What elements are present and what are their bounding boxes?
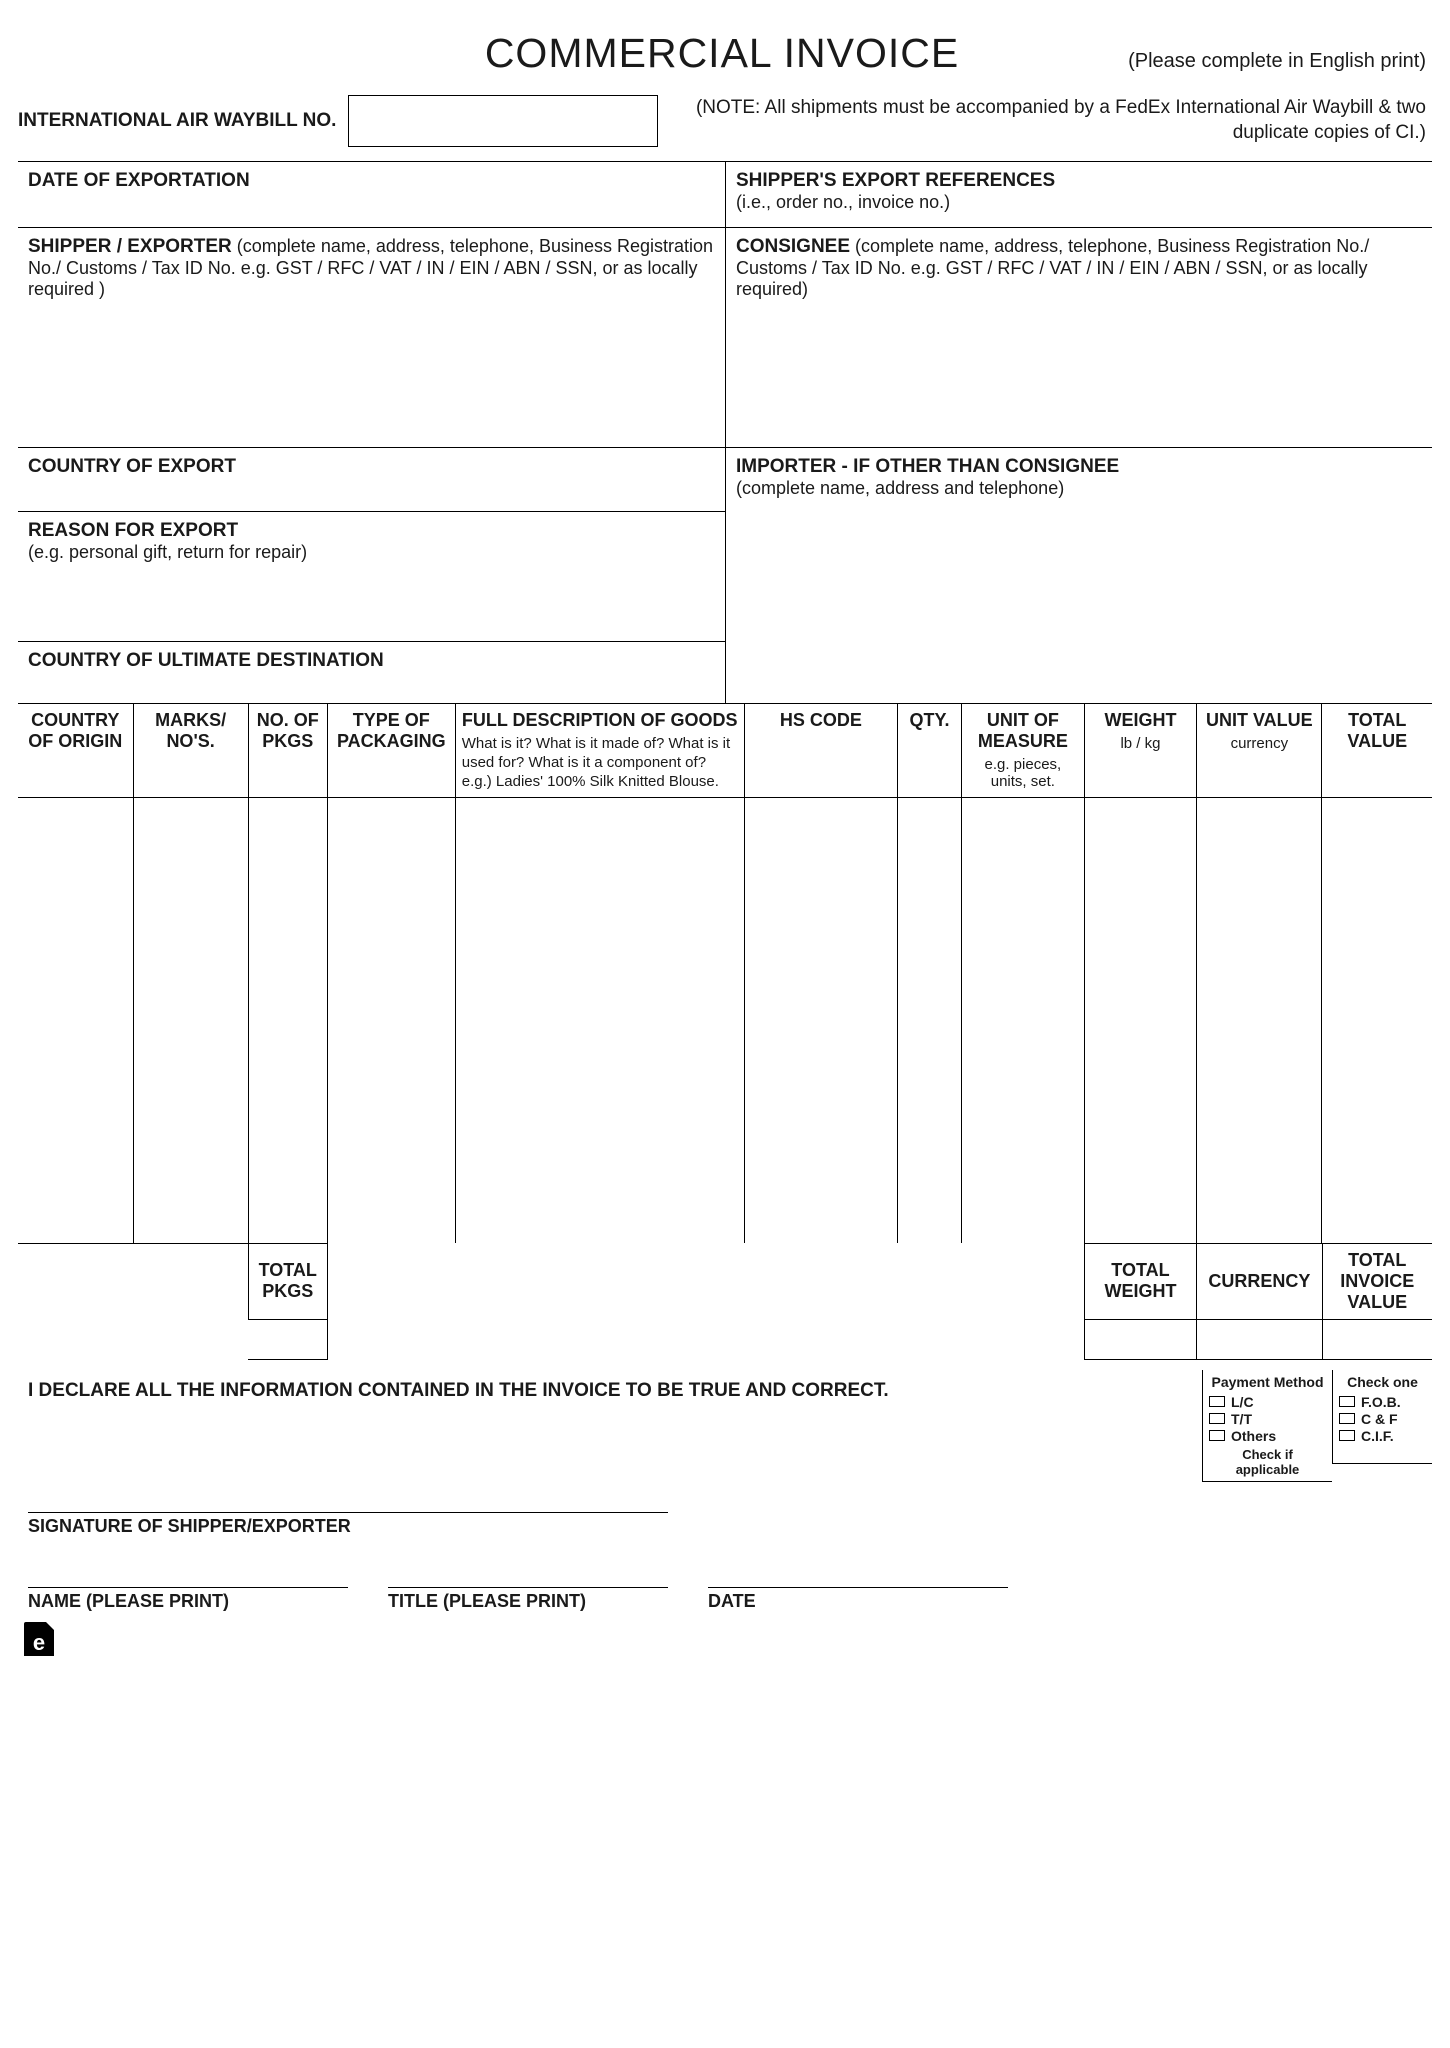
consignee-cell[interactable]: CONSIGNEE (complete name, address, telep… [725,227,1432,447]
consignee-label: CONSIGNEE [736,236,850,257]
country-export-label: COUNTRY OF EXPORT [28,456,236,477]
signature-line[interactable] [28,1512,668,1513]
payment-option-label: T/T [1231,1411,1252,1427]
reason-export-label: REASON FOR EXPORT [28,520,238,541]
totals-label-row: TOTAL PKGS TOTAL WEIGHT CURRENCY TOTAL I… [18,1243,1432,1319]
title-row: COMMERCIAL INVOICE (Please complete in E… [18,30,1432,77]
item-cell[interactable] [1084,798,1197,1243]
form-grid: DATE OF EXPORTATION SHIPPER'S EXPORT REF… [18,161,1432,703]
item-cell[interactable] [1322,798,1432,1243]
importer-sub: (complete name, address and telephone) [736,478,1064,498]
eforms-logo-icon: e [24,1622,54,1656]
title-label: TITLE (PLEASE PRINT) [388,1591,668,1612]
items-header-row: COUNTRY OF ORIGINMARKS/ NO'S.NO. OF PKGS… [18,704,1432,798]
checkbox-icon[interactable] [1339,1413,1355,1424]
shipper-label: SHIPPER / EXPORTER [28,236,232,257]
checkbox-icon[interactable] [1339,1430,1355,1441]
item-cell[interactable] [1197,798,1322,1243]
payment-option-label: Others [1231,1428,1276,1444]
item-cell[interactable] [744,798,897,1243]
name-label: NAME (PLEASE PRINT) [28,1591,348,1612]
payment-option[interactable]: Others [1209,1428,1326,1444]
payment-method-box: Payment Method L/CT/TOthers Check if app… [1202,1370,1332,1482]
currency-label: CURRENCY [1197,1243,1322,1319]
col-header: UNIT VALUEcurrency [1197,704,1322,798]
item-cell[interactable] [961,798,1084,1243]
item-cell[interactable] [327,798,455,1243]
terms-title: Check one [1339,1374,1426,1390]
waybill-label: INTERNATIONAL AIR WAYBILL NO. [18,110,336,132]
country-export-cell[interactable]: COUNTRY OF EXPORT [18,447,725,511]
waybill-row: INTERNATIONAL AIR WAYBILL NO. (NOTE: All… [18,95,1432,147]
currency-input[interactable] [1197,1319,1322,1359]
col-header: FULL DESCRIPTION OF GOODSWhat is it? Wha… [455,704,744,798]
complete-note: (Please complete in English print) [959,50,1432,73]
terms-option-label: C & F [1361,1411,1398,1427]
ultimate-dest-label: COUNTRY OF ULTIMATE DESTINATION [28,650,384,671]
total-invoice-label: TOTAL INVOICE VALUE [1322,1243,1432,1319]
col-header: UNIT OF MEASUREe.g. pieces, units, set. [961,704,1084,798]
payment-title: Payment Method [1209,1374,1326,1390]
name-line[interactable] [28,1587,348,1588]
declaration-row: I DECLARE ALL THE INFORMATION CONTAINED … [18,1360,1432,1482]
title-line[interactable] [388,1587,668,1588]
item-cell[interactable] [133,798,248,1243]
shipper-ref-sub: (i.e., order no., invoice no.) [736,192,950,212]
reason-export-cell[interactable]: REASON FOR EXPORT (e.g. personal gift, r… [18,511,725,641]
col-header: COUNTRY OF ORIGIN [18,704,133,798]
checkbox-icon[interactable] [1339,1396,1355,1407]
payment-option-label: L/C [1231,1394,1254,1410]
shipper-ref-cell[interactable]: SHIPPER'S EXPORT REFERENCES (i.e., order… [725,161,1432,227]
terms-option[interactable]: C.I.F. [1339,1428,1426,1444]
item-cell[interactable] [18,798,133,1243]
col-header: MARKS/ NO'S. [133,704,248,798]
page-title: COMMERCIAL INVOICE [485,30,959,77]
checkbox-icon[interactable] [1209,1413,1225,1424]
items-table: COUNTRY OF ORIGINMARKS/ NO'S.NO. OF PKGS… [18,703,1432,1243]
signature-label: SIGNATURE OF SHIPPER/EXPORTER [28,1516,668,1537]
payment-option[interactable]: L/C [1209,1394,1326,1410]
terms-option[interactable]: F.O.B. [1339,1394,1426,1410]
date-exportation-cell[interactable]: DATE OF EXPORTATION [18,161,725,227]
totals-table: TOTAL PKGS TOTAL WEIGHT CURRENCY TOTAL I… [18,1243,1432,1360]
total-pkgs-label: TOTAL PKGS [248,1243,327,1319]
total-pkgs-input[interactable] [248,1319,327,1359]
commercial-invoice-form: COMMERCIAL INVOICE (Please complete in E… [0,0,1450,1656]
reason-export-sub: (e.g. personal gift, return for repair) [28,542,307,562]
waybill-input[interactable] [348,95,658,147]
shipper-ref-label: SHIPPER'S EXPORT REFERENCES [736,170,1055,191]
terms-option-label: F.O.B. [1361,1394,1401,1410]
item-cell[interactable] [455,798,744,1243]
total-invoice-input[interactable] [1322,1319,1432,1359]
date-exportation-label: DATE OF EXPORTATION [28,170,250,191]
importer-cell[interactable]: IMPORTER - IF OTHER THAN CONSIGNEE (comp… [725,447,1432,703]
col-header: QTY. [898,704,962,798]
col-header: NO. OF PKGS [248,704,327,798]
date-label: DATE [708,1591,1008,1612]
total-weight-input[interactable] [1084,1319,1197,1359]
shipper-cell[interactable]: SHIPPER / EXPORTER (complete name, addre… [18,227,725,447]
total-weight-label: TOTAL WEIGHT [1084,1243,1197,1319]
payment-foot: Check if applicable [1209,1447,1326,1477]
signature-block: SIGNATURE OF SHIPPER/EXPORTER NAME (PLEA… [18,1512,1432,1612]
declaration-text: I DECLARE ALL THE INFORMATION CONTAINED … [18,1370,1202,1402]
item-cell[interactable] [898,798,962,1243]
checkbox-icon[interactable] [1209,1430,1225,1441]
payment-option[interactable]: T/T [1209,1411,1326,1427]
waybill-note: (NOTE: All shipments must be accompanied… [670,96,1432,145]
terms-box: Check one F.O.B.C & FC.I.F. [1332,1370,1432,1464]
item-cell[interactable] [248,798,327,1243]
checkbox-icon[interactable] [1209,1396,1225,1407]
col-header: TOTAL VALUE [1322,704,1432,798]
col-header: HS CODE [744,704,897,798]
date-line[interactable] [708,1587,1008,1588]
col-header: TYPE OF PACKAGING [327,704,455,798]
importer-label: IMPORTER - IF OTHER THAN CONSIGNEE [736,456,1119,477]
terms-option-label: C.I.F. [1361,1428,1394,1444]
items-data-row[interactable] [18,798,1432,1243]
ultimate-dest-cell[interactable]: COUNTRY OF ULTIMATE DESTINATION [18,641,725,703]
col-header: WEIGHTlb / kg [1084,704,1197,798]
terms-option[interactable]: C & F [1339,1411,1426,1427]
